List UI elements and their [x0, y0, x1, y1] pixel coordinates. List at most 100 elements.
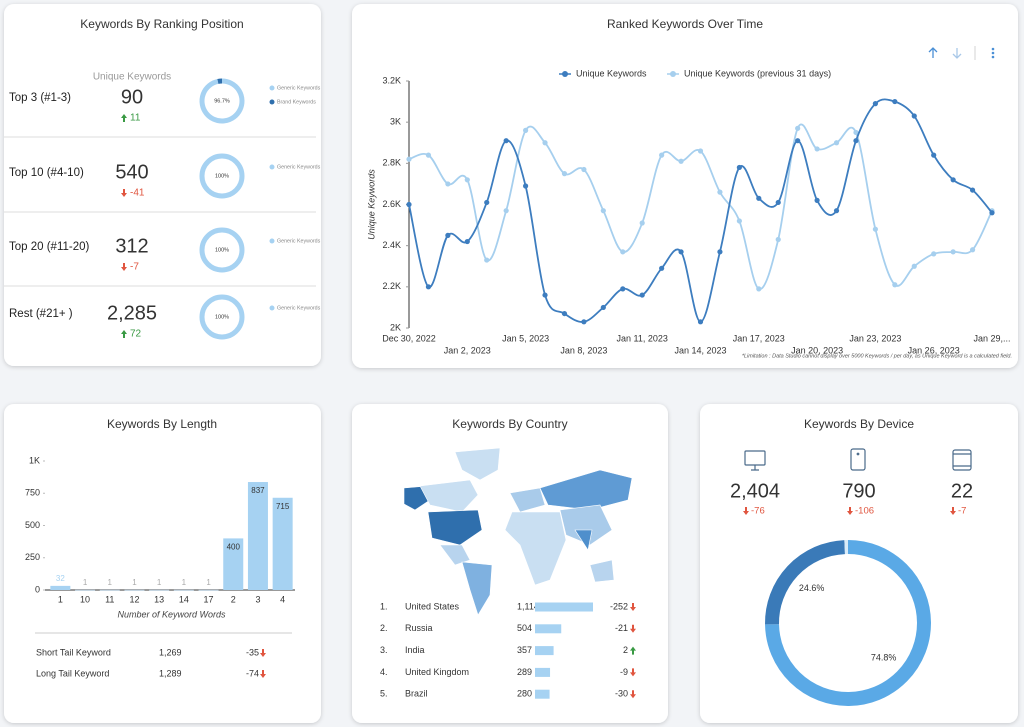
legend-label: Generic Keywords	[277, 164, 321, 170]
legend-label: Unique Keywords	[576, 68, 647, 78]
card	[352, 4, 1018, 368]
line-point	[406, 201, 412, 208]
data-label: 837	[251, 486, 265, 495]
table-bar	[535, 646, 554, 656]
card-title: Ranked Keywords Over Time	[607, 17, 763, 31]
table-cell: India	[405, 645, 425, 655]
legend-swatch	[269, 164, 275, 170]
slice-label: 74.8%	[871, 652, 897, 662]
sort-down-button[interactable]	[952, 48, 962, 59]
table-bar	[535, 689, 550, 699]
legend-swatch	[269, 305, 275, 311]
trend-arrow	[847, 507, 853, 515]
y-tick-label: 3.2K	[382, 75, 401, 85]
kpi-value: 90	[121, 86, 143, 108]
line-point	[542, 140, 548, 146]
table-cell: United Kingdom	[405, 667, 469, 677]
y-tick-label: 2.8K	[382, 158, 401, 168]
table-cell: 1.	[380, 601, 388, 611]
legend-swatch	[562, 71, 568, 77]
line-point	[678, 158, 684, 164]
line-point	[600, 304, 606, 311]
table-bar	[535, 602, 593, 612]
trend-arrow	[630, 624, 636, 633]
y-tick-label: 2K	[390, 322, 401, 332]
x-tick-label: Jan 20, 2023	[791, 345, 843, 355]
line-point	[659, 265, 665, 271]
x-tick-label: Jan 26, 2023	[908, 345, 960, 355]
line-point	[620, 249, 626, 255]
pie-slice	[765, 540, 846, 625]
line-point	[892, 282, 898, 288]
data-label: 1	[206, 578, 211, 587]
pie-slice	[199, 153, 245, 199]
slice-label: 100%	[215, 247, 229, 253]
legend-label: Generic Keywords	[277, 238, 321, 244]
y-axis-title: Unique Keywords	[366, 169, 376, 240]
table-cell: Brazil	[405, 689, 428, 699]
line-point	[620, 286, 626, 292]
y-tick-label: 500	[25, 520, 40, 530]
world-map	[403, 447, 633, 616]
table-cell: 4.	[380, 667, 388, 677]
table-cell: 2.	[380, 623, 388, 633]
slice-label: 96.7%	[214, 98, 230, 104]
line-point	[756, 195, 762, 201]
x-tick-label: Jan 14, 2023	[674, 345, 726, 355]
table-delta: 2	[623, 645, 628, 655]
table-cell: Long Tail Keyword	[36, 668, 109, 678]
line-point	[989, 210, 995, 216]
x-tick-label: 10	[80, 594, 90, 604]
sort-up-button[interactable]	[928, 47, 938, 58]
line-point	[581, 319, 587, 325]
line-point	[872, 101, 879, 107]
pie-slice	[199, 294, 245, 340]
line-point	[833, 140, 840, 146]
x-tick-label: Jan 23, 2023	[849, 333, 901, 343]
data-label: 1	[132, 578, 137, 587]
line-point	[736, 164, 742, 171]
line-point	[911, 113, 917, 119]
line-point	[833, 208, 840, 214]
y-tick-label: 0	[35, 584, 40, 594]
kpi-delta: -7	[958, 506, 966, 517]
bar	[173, 589, 194, 591]
kpi-delta: -41	[130, 188, 145, 199]
line-point	[464, 177, 470, 183]
data-label: 32	[56, 574, 65, 583]
line-point	[600, 208, 606, 214]
trend-arrow	[121, 263, 127, 271]
x-tick-label: Jan 29,...	[973, 333, 1010, 343]
bar	[99, 589, 120, 591]
trend-arrow	[260, 649, 266, 657]
line-point	[697, 319, 704, 325]
line-point	[561, 310, 568, 317]
table-cell: 3.	[380, 645, 388, 655]
line-point	[697, 148, 704, 154]
line-point	[503, 138, 509, 144]
table-cell: 289	[517, 667, 532, 677]
line-point	[872, 226, 879, 232]
trend-arrow	[950, 507, 956, 515]
x-tick-label: Jan 17, 2023	[733, 333, 785, 343]
legend-swatch	[269, 85, 275, 91]
card-title: Keywords By Country	[452, 417, 567, 431]
slice-label: 100%	[215, 314, 229, 320]
table-bar	[535, 667, 551, 677]
x-tick-label: Jan 5, 2023	[502, 333, 549, 343]
line-point	[775, 236, 781, 243]
line-point	[969, 187, 976, 193]
y-tick-label: 750	[25, 488, 40, 498]
x-tick-label: 17	[204, 594, 214, 604]
line-point	[717, 189, 723, 195]
bar	[124, 589, 145, 591]
kpi-delta: -7	[130, 262, 139, 273]
menu-button[interactable]	[991, 47, 995, 59]
line-point	[542, 292, 548, 298]
table-cell: Short Tail Keyword	[36, 647, 111, 657]
x-tick-label: 13	[154, 594, 164, 604]
line-point	[639, 220, 645, 226]
x-tick-label: 3	[255, 594, 260, 604]
pie-slice	[199, 78, 245, 124]
